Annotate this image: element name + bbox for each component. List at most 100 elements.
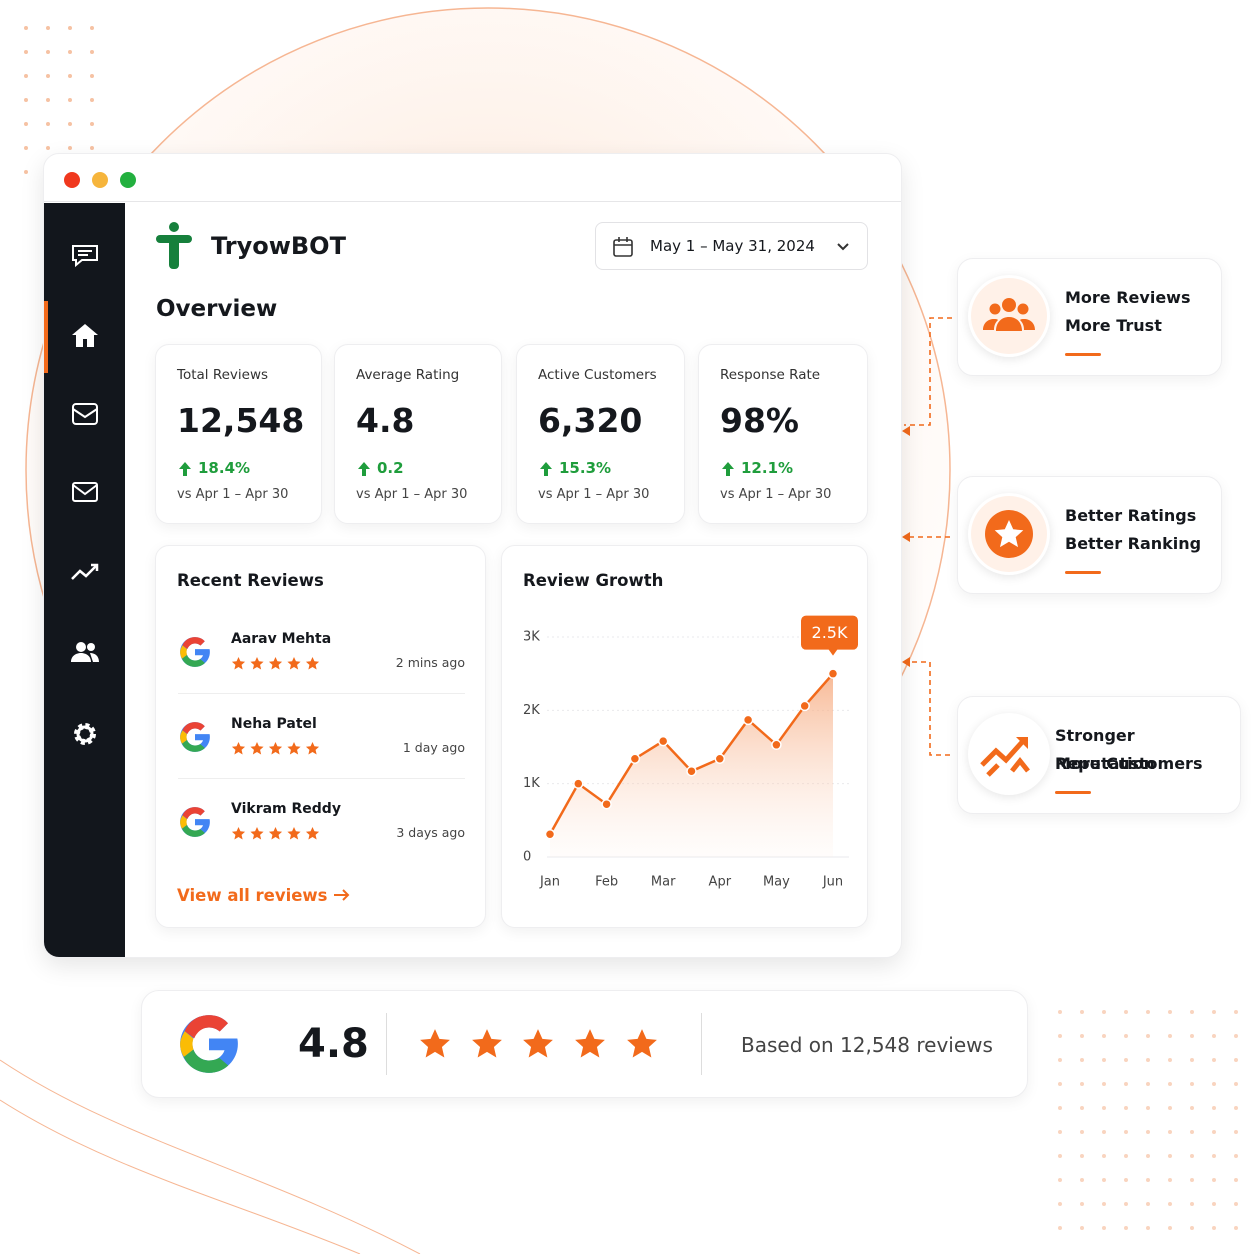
icon-part xyxy=(287,826,301,840)
reviewer-name: Vikram Reddy xyxy=(231,801,341,817)
point xyxy=(742,714,754,726)
view-all-link[interactable]: View all reviews xyxy=(177,886,351,905)
benefit-icon xyxy=(968,493,1050,575)
kpi-value: 4.8 xyxy=(356,401,415,440)
recent-reviews-card: Recent Reviews View all reviews Aarav Me… xyxy=(155,545,486,928)
icon-part xyxy=(540,462,552,476)
icon-part xyxy=(358,462,370,476)
sidebar xyxy=(44,203,125,957)
accent-bar xyxy=(1065,571,1101,574)
y-tick-label: 3K xyxy=(523,630,540,645)
kpi-change: 0.2 xyxy=(377,459,404,477)
icon-part xyxy=(980,738,1026,767)
review-stars xyxy=(231,656,323,676)
date-range: May 1 – May 31, 2024 xyxy=(650,237,815,255)
dots xyxy=(1045,1010,1245,1240)
separator xyxy=(178,778,465,779)
separator xyxy=(178,693,465,694)
icon-part xyxy=(989,303,1001,315)
icon-part xyxy=(231,741,320,755)
icon-part xyxy=(986,756,1030,777)
kpi-label: Total Reviews xyxy=(177,367,269,383)
users-icon[interactable] xyxy=(70,637,100,667)
kpi-value: 6,320 xyxy=(538,401,643,440)
benefit-line1: Better Ratings xyxy=(1065,506,1197,525)
connectors xyxy=(904,317,952,756)
annotation: 2.5K xyxy=(812,623,848,642)
benefit-icon xyxy=(968,275,1050,357)
point xyxy=(629,753,641,764)
google-icon xyxy=(178,805,212,843)
benefit-line2: More Trust xyxy=(1065,316,1162,335)
icon-part xyxy=(179,462,191,476)
accent-bar xyxy=(1065,353,1101,356)
icon-part xyxy=(250,826,264,840)
y-tick-label: 1K xyxy=(523,776,540,791)
icon-part xyxy=(180,637,210,667)
inbox-icon[interactable] xyxy=(70,399,100,429)
x-tick-label: Jan xyxy=(539,875,560,890)
minimize-dot[interactable] xyxy=(92,172,108,188)
chat-icon[interactable] xyxy=(70,241,100,271)
x-tick-label: Apr xyxy=(709,875,732,890)
icon-part xyxy=(971,496,1047,572)
kpi-label: Average Rating xyxy=(356,367,460,383)
kpi-label: Response Rate xyxy=(720,367,821,383)
y-tick-label: 0 xyxy=(523,850,531,865)
kpi-value: 12,548 xyxy=(177,401,305,440)
icon-part xyxy=(179,462,191,476)
kpi-card: Response Rate 98% 12.1% vs Apr 1 – Apr 30 xyxy=(698,344,868,524)
icon-part xyxy=(178,635,212,669)
chevron xyxy=(837,243,849,251)
icon-part xyxy=(994,520,1024,548)
google-logo xyxy=(176,1011,242,1077)
review-time: 1 day ago xyxy=(402,740,465,755)
review-stars xyxy=(231,741,323,761)
icon-part xyxy=(1017,303,1029,315)
divider xyxy=(701,1013,702,1075)
icon-part xyxy=(231,826,320,840)
icon-part xyxy=(178,805,212,839)
date-picker[interactable]: May 1 – May 31, 2024 xyxy=(595,222,868,270)
review-time: 3 days ago xyxy=(396,825,465,840)
bg-curve xyxy=(0,1059,421,1254)
zoom-dot[interactable] xyxy=(120,172,136,188)
icon-part xyxy=(971,278,1047,354)
mail-icon[interactable] xyxy=(70,477,100,507)
icon-part xyxy=(268,741,283,755)
kpi-card: Average Rating 4.8 0.2 vs Apr 1 – Apr 30 xyxy=(334,344,502,524)
analytics-icon[interactable] xyxy=(70,557,100,587)
card-title: Recent Reviews xyxy=(177,571,324,590)
x-tick-label: Mar xyxy=(651,875,676,890)
close-dot[interactable] xyxy=(64,172,80,188)
kpi-period: vs Apr 1 – Apr 30 xyxy=(720,487,832,502)
area xyxy=(550,673,833,857)
icon-part xyxy=(305,656,320,670)
icon-part xyxy=(540,462,552,476)
x-tick-label: Jun xyxy=(822,875,843,890)
icon-part xyxy=(980,737,1030,777)
benefit-line2: Better Ranking xyxy=(1065,534,1202,553)
summary-stars xyxy=(420,1029,657,1058)
icon-part xyxy=(231,656,320,670)
google-icon xyxy=(178,635,212,673)
up-arrow xyxy=(721,461,735,481)
calendar-icon xyxy=(613,237,633,257)
settings-icon[interactable] xyxy=(70,719,100,749)
divider xyxy=(386,1013,387,1075)
kpi-period: vs Apr 1 – Apr 30 xyxy=(538,487,650,502)
point xyxy=(771,739,782,751)
review-stars xyxy=(231,826,323,846)
icon-part xyxy=(231,741,246,755)
icon-part xyxy=(250,656,264,670)
icon-part xyxy=(722,462,734,476)
summary-rating: 4.8 xyxy=(298,1021,369,1067)
icon-part xyxy=(268,826,283,840)
icon-part xyxy=(1002,298,1016,312)
home-icon[interactable] xyxy=(70,321,100,351)
icon-part xyxy=(180,722,210,752)
icon-part xyxy=(722,462,734,476)
active-indicator xyxy=(44,301,48,373)
